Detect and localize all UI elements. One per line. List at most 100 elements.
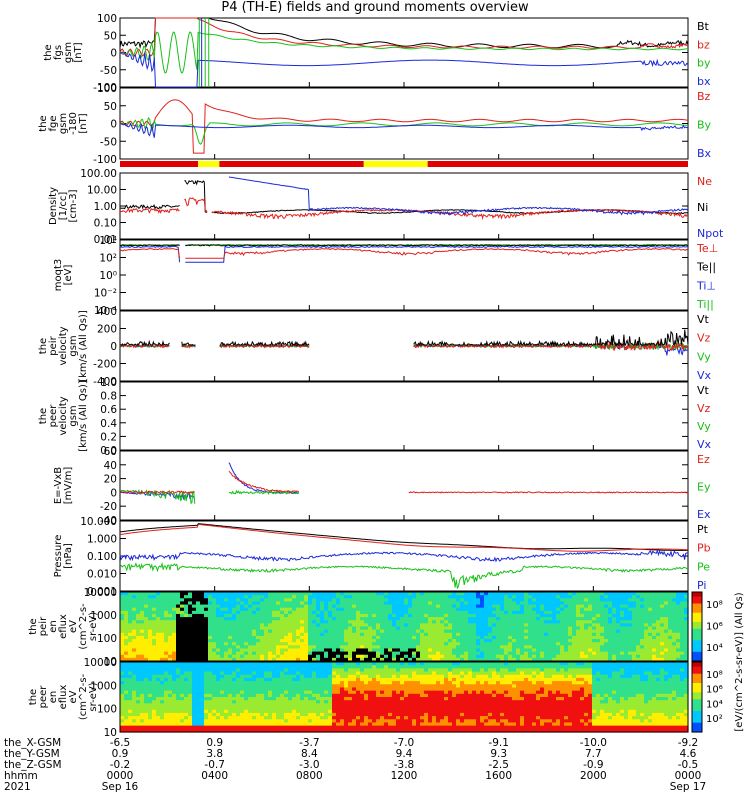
spectro-cell — [360, 725, 365, 730]
spectro-cell — [284, 671, 289, 676]
spectro-cell — [276, 677, 281, 682]
spectro-cell — [292, 639, 297, 643]
spectro-cell — [388, 693, 393, 698]
spectro-cell — [336, 728, 341, 733]
spectro-cell — [140, 601, 145, 606]
spectro-cell — [284, 674, 289, 679]
spectro-cell — [292, 687, 297, 692]
spectro-cell — [124, 674, 129, 679]
spectro-cell — [172, 642, 177, 646]
spectro-cell — [132, 623, 137, 628]
spectro-cell — [176, 617, 181, 621]
spectro-cell — [328, 651, 333, 656]
spectro-cell — [168, 629, 173, 634]
spectro-cell — [168, 703, 173, 708]
spectro-cell — [476, 610, 481, 615]
spectro-cell — [244, 592, 249, 596]
spectro-cell — [376, 665, 381, 669]
spectro-cell — [652, 657, 657, 662]
spectro-cell — [184, 725, 189, 730]
spectro-cell — [652, 595, 657, 599]
spectro-cell — [136, 629, 141, 634]
spectro-cell — [448, 651, 453, 656]
spectro-cell — [316, 639, 321, 643]
spectro-cell — [140, 592, 145, 596]
spectro-cell — [188, 598, 193, 603]
spectro-cell — [188, 716, 193, 720]
spectro-cell — [640, 632, 645, 637]
spectro-cell — [516, 645, 521, 650]
spectro-cell — [184, 662, 189, 666]
spectro-cell — [456, 607, 461, 612]
spectro-cell — [584, 629, 589, 634]
spectro-cell — [220, 703, 225, 708]
spectro-cell — [592, 604, 597, 609]
spectro-cell — [620, 654, 625, 659]
spectro-cell — [192, 716, 197, 720]
spectro-cell — [540, 629, 545, 634]
spectro-cell — [232, 687, 237, 692]
spectro-cell — [364, 671, 369, 676]
spectro-cell — [424, 632, 429, 637]
spectro-cell — [372, 709, 377, 714]
spectro-cell — [616, 651, 621, 656]
spectro-cell — [376, 706, 381, 711]
spectro-cell — [552, 607, 557, 612]
spectro-cell — [404, 598, 409, 603]
spectro-cell — [200, 613, 205, 618]
spectro-cell — [308, 642, 313, 646]
spectro-cell — [348, 607, 353, 612]
spectro-cell — [396, 651, 401, 656]
spectro-cell — [500, 632, 505, 637]
spectro-cell — [140, 654, 145, 659]
spectro-cell — [140, 728, 145, 733]
spectro-cell — [500, 639, 505, 643]
spectro-cell — [196, 632, 201, 637]
spectro-cell — [208, 668, 213, 673]
spectro-cell — [148, 613, 153, 618]
spectro-cell — [268, 697, 273, 701]
spectro-cell — [356, 626, 361, 631]
spectro-cell — [128, 671, 133, 676]
spectro-cell — [232, 725, 237, 730]
spectro-cell — [436, 632, 441, 637]
spectro-cell — [588, 657, 593, 662]
spectro-cell — [340, 674, 345, 679]
spectro-cell — [340, 654, 345, 659]
spectro-cell — [672, 642, 677, 646]
y-tick-label: 50 — [104, 101, 117, 113]
spectro-cell — [528, 629, 533, 634]
spectro-cell — [644, 604, 649, 609]
spectro-cell — [392, 592, 397, 596]
spectro-cell — [328, 592, 333, 596]
spectro-cell — [384, 677, 389, 682]
spectro-cell — [284, 677, 289, 682]
spectro-cell — [336, 665, 341, 669]
spectro-cell — [680, 601, 685, 606]
spectro-cell — [148, 722, 153, 727]
spectro-cell — [452, 645, 457, 650]
spectro-cell — [376, 662, 381, 666]
spectro-cell — [532, 639, 537, 643]
spectro-cell — [520, 613, 525, 618]
legend-entry: Pt — [697, 523, 709, 536]
spectro-cell — [424, 642, 429, 646]
spectro-cell — [500, 642, 505, 646]
spectro-cell — [124, 632, 129, 637]
spectro-cell — [216, 607, 221, 612]
spectro-cell — [284, 703, 289, 708]
spectro-cell — [132, 703, 137, 708]
spectro-cell — [128, 690, 133, 695]
spectro-cell — [300, 674, 305, 679]
spectro-cell — [336, 697, 341, 701]
spectro-cell — [144, 613, 149, 618]
spectro-cell — [256, 635, 261, 640]
spectro-cell — [568, 648, 573, 653]
spectro-cell — [464, 595, 469, 599]
spectro-cell — [592, 629, 597, 634]
spectro-cell — [620, 613, 625, 618]
spectro-cell — [160, 651, 165, 656]
spectro-cell — [412, 639, 417, 643]
spectro-cell — [624, 635, 629, 640]
spectro-cell — [600, 651, 605, 656]
